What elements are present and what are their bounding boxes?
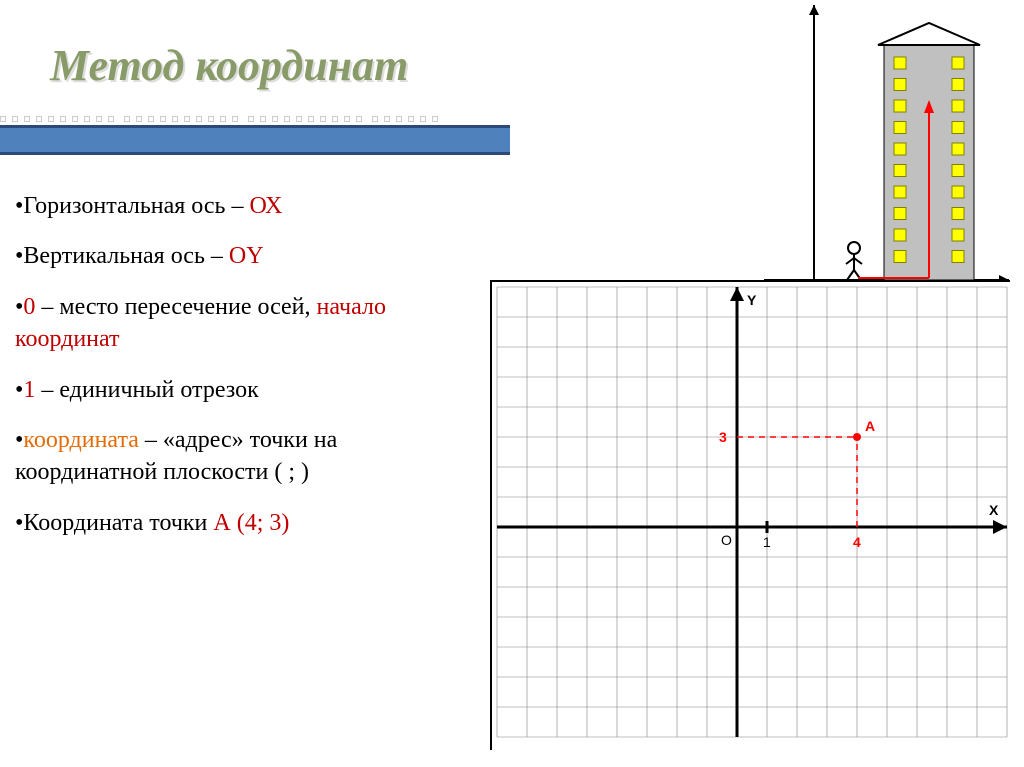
svg-text:3: 3 — [719, 429, 727, 445]
svg-text:A: A — [865, 418, 875, 434]
svg-text:O: O — [721, 532, 732, 548]
decorative-dots — [0, 110, 510, 120]
bullet-item: •координата – «адрес» точки на координат… — [15, 424, 485, 489]
coordinate-plane: X Y O 1 A 3 4 — [490, 280, 1010, 750]
bullet-item: •Координата точки А (4; 3) — [15, 507, 485, 539]
bullet-item: •Горизонтальная ось – ОХ — [15, 190, 485, 222]
building-illustration — [754, 0, 1014, 300]
bullet-item: •0 – место пересечение осей, начало коор… — [15, 291, 485, 356]
bullet-item: •1 – единичный отрезок — [15, 374, 485, 406]
bullet-item: •Вертикальная ось – ОY — [15, 240, 485, 272]
svg-text:1: 1 — [763, 534, 771, 550]
svg-text:4: 4 — [853, 534, 861, 550]
title-underline-bar — [0, 125, 510, 155]
page-title: Метод координат — [50, 40, 408, 91]
svg-text:X: X — [989, 502, 999, 518]
svg-text:Y: Y — [747, 292, 757, 308]
bullet-list: •Горизонтальная ось – ОХ •Вертикальная о… — [15, 190, 485, 557]
